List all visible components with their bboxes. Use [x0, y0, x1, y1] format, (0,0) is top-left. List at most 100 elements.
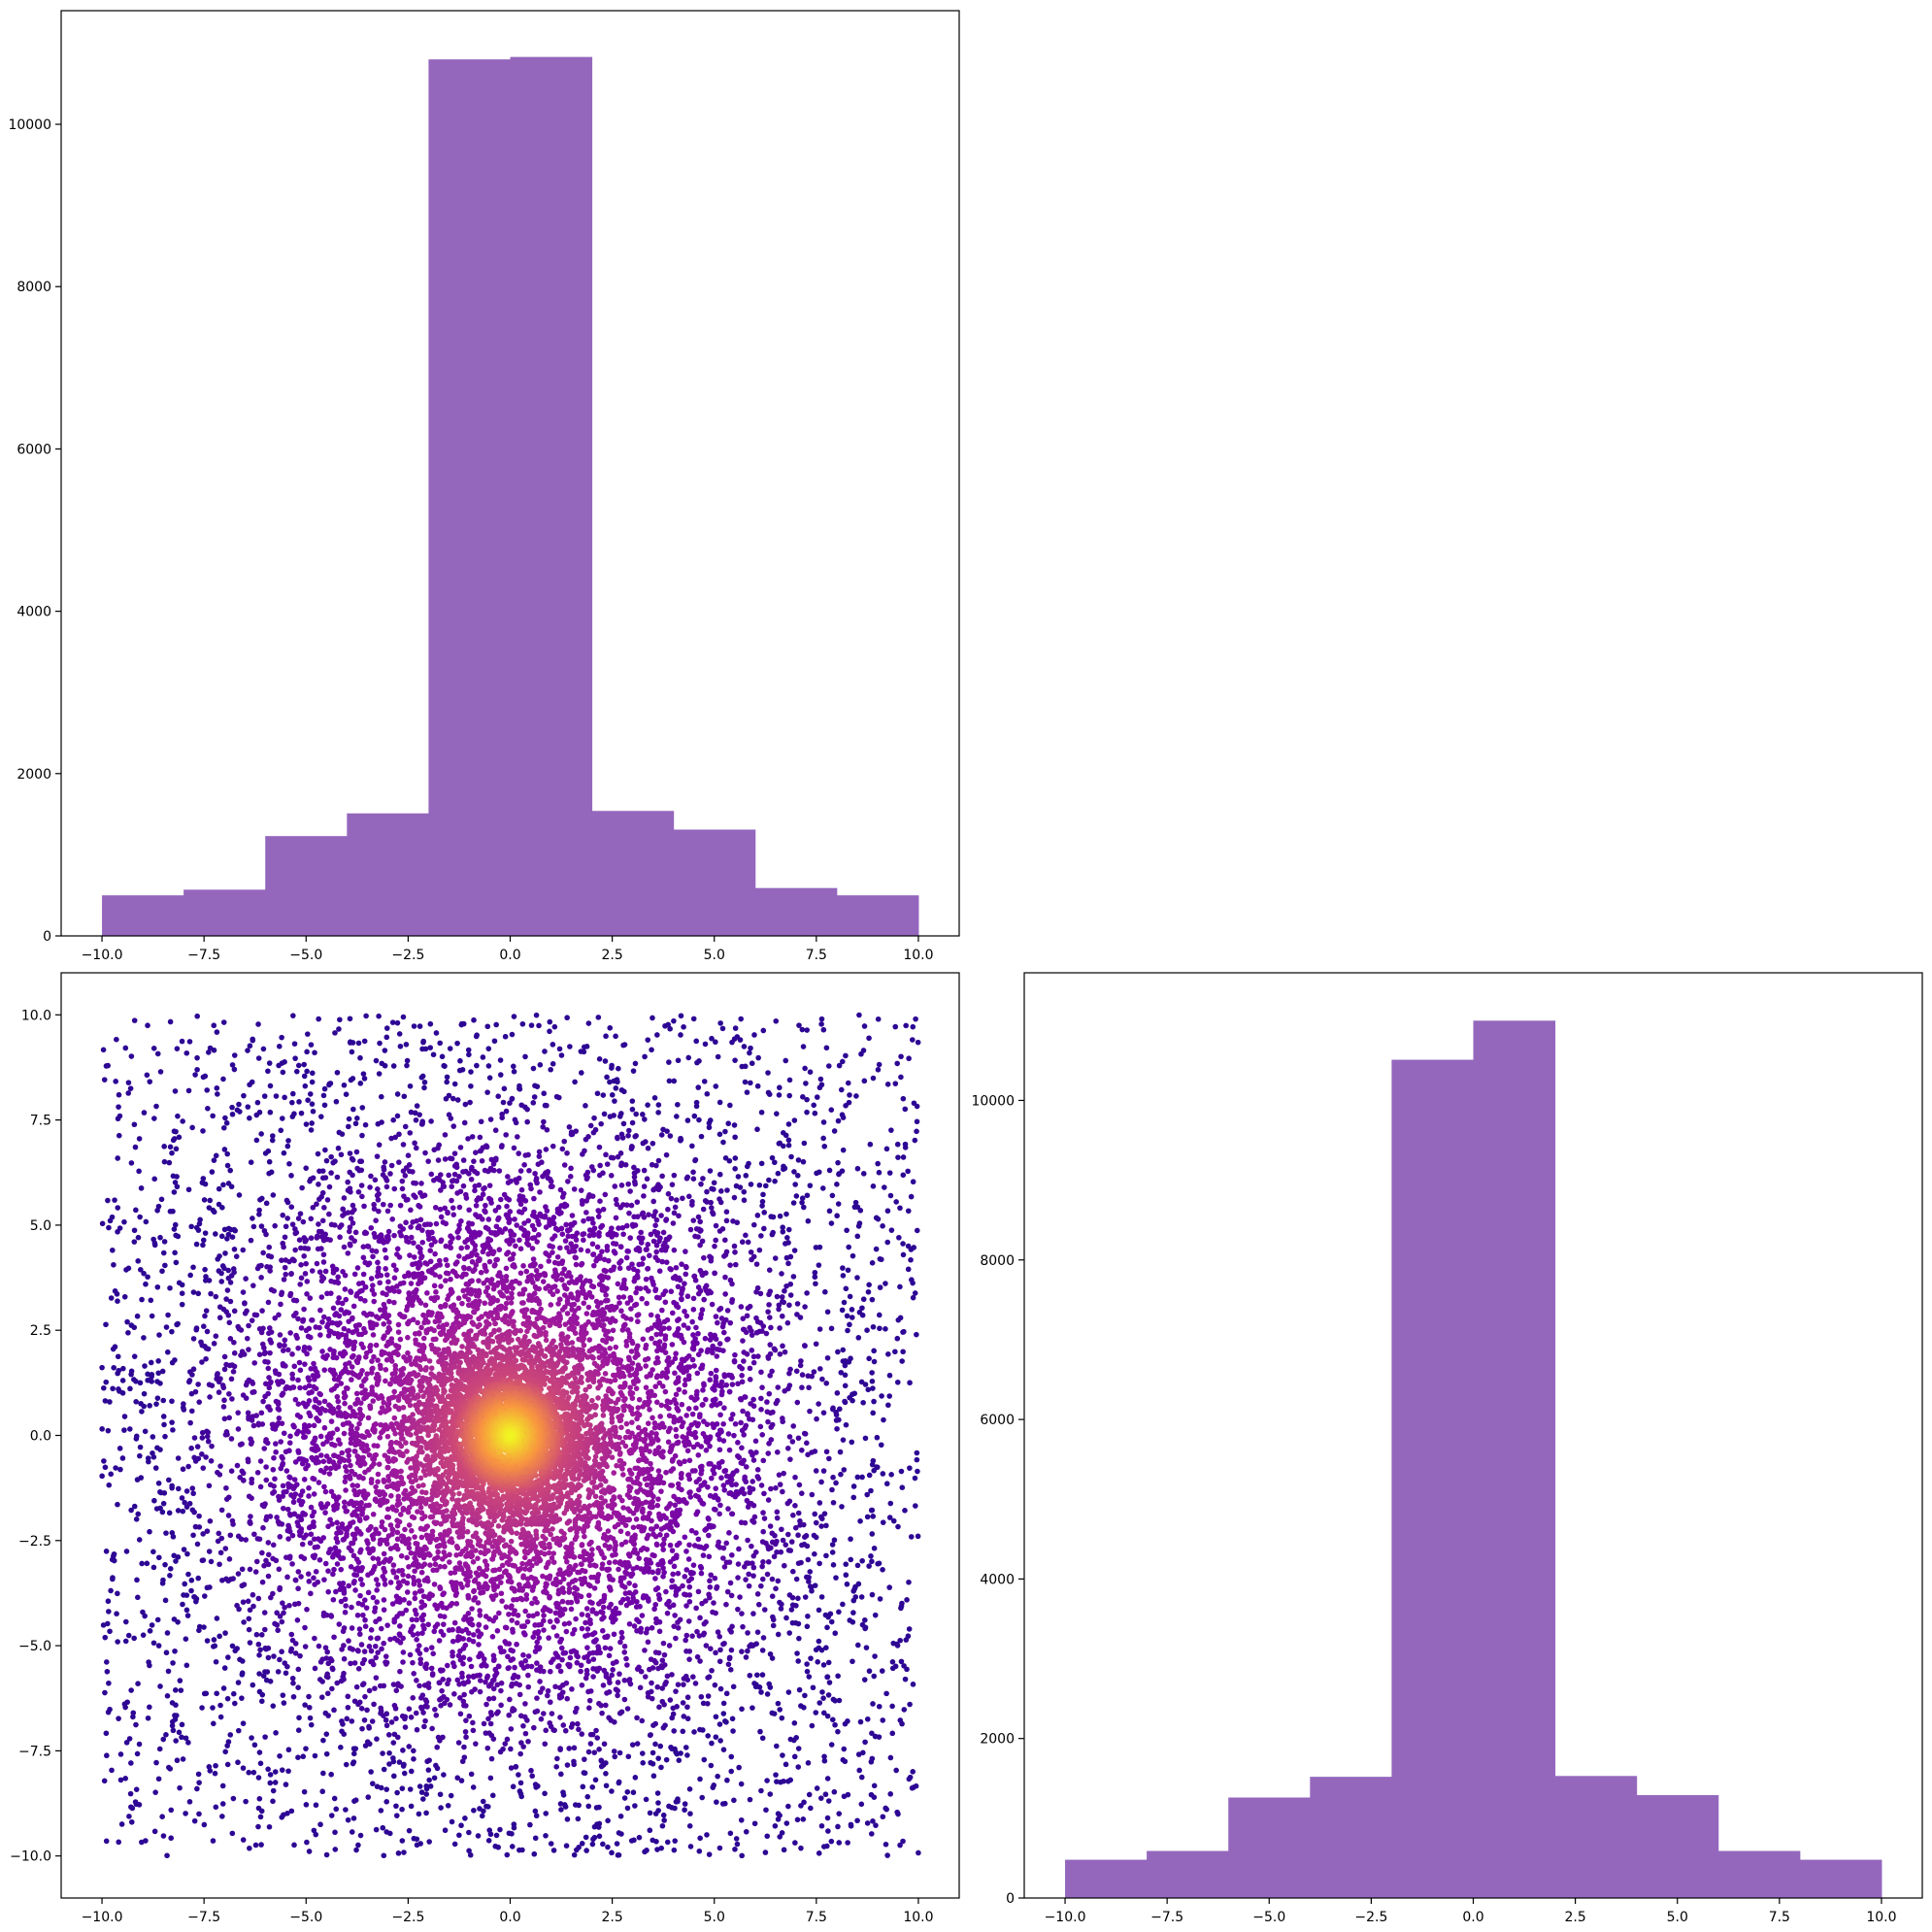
scatter-point: [615, 1692, 620, 1699]
scatter-point: [419, 1227, 425, 1233]
scatter-point: [258, 1275, 264, 1281]
scatter-point: [828, 1618, 835, 1625]
scatter-point: [250, 1223, 257, 1230]
scatter-point: [642, 1116, 648, 1122]
scatter-point: [784, 1446, 791, 1451]
scatter-point: [460, 1698, 467, 1705]
scatter-point: [912, 1475, 918, 1482]
scatter-point: [596, 1209, 602, 1215]
scatter-point: [257, 1647, 263, 1653]
scatter-point: [563, 1843, 570, 1849]
scatter-point: [116, 1839, 122, 1846]
scatter-point: [387, 1636, 393, 1643]
scatter-point: [781, 1847, 787, 1853]
scatter-point: [288, 1631, 295, 1638]
scatter-point: [797, 1522, 803, 1528]
scatter-point: [664, 1673, 671, 1680]
scatter-point: [801, 1430, 808, 1437]
scatter-point: [868, 1507, 875, 1514]
scatter-point: [318, 1228, 324, 1235]
scatter-point: [265, 1766, 271, 1773]
scatter-point: [100, 1384, 107, 1391]
scatter-point: [779, 1313, 785, 1319]
scatter-point: [316, 1196, 322, 1202]
scatter-point: [311, 1575, 316, 1582]
scatter-point: [875, 1016, 882, 1022]
scatter-point: [169, 1328, 175, 1335]
scatter-point: [826, 1208, 833, 1215]
scatter-point: [317, 1501, 324, 1507]
scatter-point: [814, 1416, 819, 1422]
scatter-point: [350, 1815, 357, 1821]
scatter-point: [732, 1165, 738, 1172]
scatter-point: [258, 1195, 265, 1202]
scatter-point: [791, 1720, 798, 1726]
scatter-point: [836, 1697, 843, 1704]
scatter-point: [261, 1562, 267, 1569]
scatter-point: [102, 1634, 109, 1641]
scatter-point: [750, 1611, 756, 1616]
scatter-point: [887, 1754, 894, 1761]
scatter-point: [747, 1489, 752, 1496]
scatter-point: [744, 1089, 750, 1095]
scatter-point: [225, 1494, 232, 1501]
scatter-point: [836, 1171, 842, 1178]
scatter-point: [662, 1022, 668, 1029]
scatter-point: [411, 1748, 416, 1754]
scatter-point: [320, 1737, 326, 1744]
x-tick-label: −5.0: [289, 948, 322, 963]
scatter-point: [585, 1688, 591, 1695]
scatter-point: [720, 1329, 727, 1336]
scatter-point: [500, 1746, 506, 1752]
scatter-point: [223, 1119, 230, 1126]
scatter-point: [732, 1025, 739, 1031]
scatter-point: [695, 1214, 702, 1220]
scatter-point: [370, 1253, 376, 1260]
scatter-point: [689, 1346, 696, 1351]
scatter-point: [160, 1414, 167, 1419]
scatter-point: [256, 1212, 262, 1217]
scatter-point: [779, 1830, 785, 1836]
scatter-point: [534, 1083, 541, 1089]
scatter-point: [485, 1715, 491, 1722]
scatter-point: [581, 1770, 587, 1776]
scatter-point: [769, 1154, 776, 1161]
scatter-point: [424, 1704, 430, 1710]
scatter-point: [206, 1482, 213, 1489]
scatter-point: [601, 1741, 608, 1748]
scatter-point: [462, 1101, 469, 1108]
scatter-point: [813, 1468, 819, 1474]
scatter-point: [789, 1619, 796, 1626]
scatter-point: [869, 1730, 875, 1737]
scatter-point: [133, 1516, 140, 1522]
scatter-point: [308, 1531, 315, 1538]
scatter-point: [196, 1623, 203, 1630]
scatter-point: [277, 1332, 283, 1338]
scatter-point: [318, 1246, 324, 1251]
scatter-point: [356, 1626, 363, 1632]
scatter-point: [273, 1730, 279, 1736]
scatter-point: [855, 1335, 862, 1341]
scatter-point: [274, 1621, 281, 1628]
scatter-point: [483, 1803, 489, 1810]
scatter-point: [462, 1728, 469, 1735]
scatter-point: [99, 1364, 105, 1371]
scatter-point: [746, 1582, 752, 1589]
scatter-point: [175, 1508, 182, 1514]
scatter-point: [181, 1547, 187, 1552]
scatter-point: [194, 1785, 200, 1792]
scatter-point: [437, 1040, 443, 1047]
scatter-point: [663, 1756, 670, 1763]
scatter-point: [740, 1316, 747, 1321]
scatter-point: [245, 1598, 251, 1605]
scatter-point: [632, 1181, 638, 1187]
scatter-point: [450, 1212, 457, 1217]
scatter-point: [681, 1023, 686, 1030]
scatter-point: [197, 1216, 203, 1223]
scatter-point: [871, 1545, 878, 1551]
scatter-point: [724, 1777, 730, 1783]
scatter-point: [240, 1765, 247, 1771]
scatter-point: [110, 1385, 116, 1392]
scatter-point: [115, 1298, 120, 1304]
scatter-point: [354, 1612, 361, 1618]
